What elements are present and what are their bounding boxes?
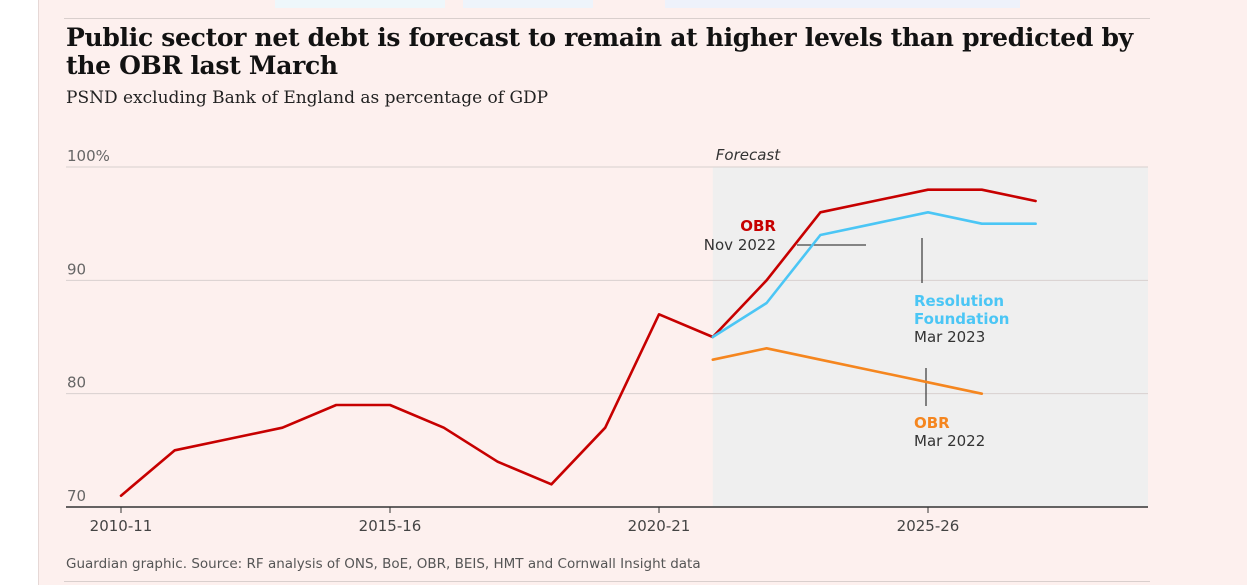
y-tick-label: 90 [67, 260, 86, 278]
annotation-obr-mar-date: Mar 2022 [914, 432, 985, 450]
y-tick-label: 80 [67, 374, 86, 392]
frame-left-rule [38, 0, 39, 585]
forecast-label: Forecast [716, 146, 781, 164]
series-line-rf_mar2023 [711, 211, 1037, 339]
forecast-region [712, 167, 1148, 507]
source-note: Guardian graphic. Source: RF analysis of… [66, 556, 701, 572]
bottom-rule [64, 581, 1150, 582]
annotation-rf-date: Mar 2023 [914, 328, 985, 346]
annotation-rf-name-2: Foundation [914, 310, 1009, 328]
top-strip-a [275, 0, 445, 8]
top-rule [64, 18, 1150, 19]
chart-title: Public sector net debt is forecast to re… [66, 23, 1133, 80]
y-tick-label: 70 [67, 487, 86, 505]
annotation-obr-mar-name: OBR [914, 414, 950, 432]
annotation-obr-nov-name: OBR [740, 217, 776, 235]
x-tick-label: 2015-16 [359, 517, 422, 535]
top-strip-c [665, 0, 1020, 8]
top-strip-b [463, 0, 593, 8]
annotation-obr-nov-date: Nov 2022 [704, 236, 776, 254]
x-tick-label: 2020-21 [628, 517, 691, 535]
series-line-obr_nov2022 [119, 188, 1037, 498]
series-line-obr_mar2022 [711, 346, 984, 396]
x-tick-label: 2025-26 [897, 517, 960, 535]
chart-subtitle: PSND excluding Bank of England as percen… [66, 88, 549, 108]
annotation-rf-name-1: Resolution [914, 292, 1004, 310]
y-tick-label: 100% [67, 147, 110, 165]
x-tick-label: 2010-11 [90, 517, 153, 535]
